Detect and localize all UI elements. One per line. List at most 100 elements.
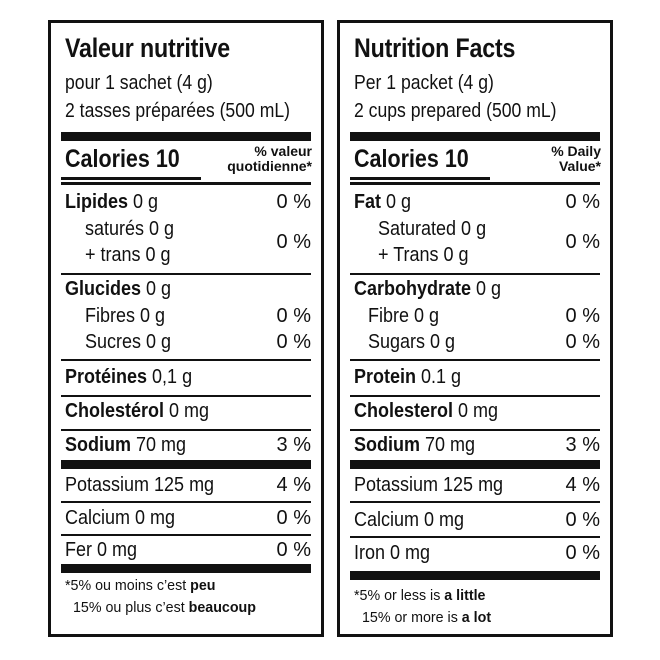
trans-row: + trans 0 g xyxy=(85,244,171,266)
daily-value-header-line2: Value* xyxy=(558,158,601,174)
sodium-row: Sodium 70 mg xyxy=(354,435,475,455)
divider xyxy=(61,273,311,275)
daily-value-header: % valeur quotidienne* xyxy=(227,144,312,174)
calcium-row: Calcium 0 mg xyxy=(354,509,465,531)
thick-divider xyxy=(350,132,600,141)
protein-row: Protéines 0,1 g xyxy=(65,367,192,387)
cholesterol-row: Cholestérol 0 mg xyxy=(65,401,209,421)
carbohydrate-amount: 0 g xyxy=(141,278,172,300)
divider xyxy=(350,182,600,185)
fat-percent: 0 % xyxy=(565,191,600,213)
carbohydrate-amount: 0 g xyxy=(471,278,502,300)
protein-label: Protein xyxy=(354,366,417,388)
iron-percent: 0 % xyxy=(276,539,311,561)
sodium-row: Sodium 70 mg xyxy=(65,435,186,455)
sugars-percent: 0 % xyxy=(565,331,600,353)
calories-underline xyxy=(61,177,201,180)
cholesterol-amount: 0 mg xyxy=(453,400,499,422)
saturated-row: saturés 0 g xyxy=(85,218,175,240)
daily-value-header-line2: quotidienne* xyxy=(227,158,312,174)
daily-value-header-line1: % Daily xyxy=(551,143,601,159)
fibre-percent: 0 % xyxy=(276,305,311,327)
footnote-line1: *5% or less is a little xyxy=(354,588,485,603)
sodium-label: Sodium xyxy=(354,434,421,456)
footnote-bold: peu xyxy=(190,577,216,594)
sodium-amount: 70 mg xyxy=(420,434,476,456)
iron-row: Iron 0 mg xyxy=(354,542,431,564)
protein-row: Protein 0.1 g xyxy=(354,367,461,387)
sodium-percent: 3 % xyxy=(565,434,600,456)
footnote-line2: 15% or more is a lot xyxy=(362,610,491,625)
divider xyxy=(61,182,311,185)
divider xyxy=(350,429,600,431)
carbohydrate-label: Carbohydrate xyxy=(354,278,472,300)
divider xyxy=(61,395,311,397)
calcium-percent: 0 % xyxy=(565,509,600,531)
sodium-label: Sodium xyxy=(65,434,132,456)
thick-divider xyxy=(61,564,311,573)
calories-underline xyxy=(350,177,490,180)
calories-label: Calories 10 xyxy=(354,145,469,173)
panel-title: Valeur nutritive xyxy=(65,33,231,63)
panel-title: Nutrition Facts xyxy=(354,33,516,63)
divider xyxy=(350,359,600,361)
cholesterol-label: Cholesterol xyxy=(354,400,454,422)
saturated-trans-percent: 0 % xyxy=(565,231,600,253)
footnote-bold: a little xyxy=(444,587,486,604)
fat-row: Lipides 0 g xyxy=(65,192,158,212)
calcium-percent: 0 % xyxy=(276,507,311,529)
fat-label: Lipides xyxy=(65,191,129,213)
serving-size: Per 1 packet (4 g) xyxy=(354,72,494,94)
serving-prepared: 2 cups prepared (500 mL) xyxy=(354,100,557,122)
cholesterol-row: Cholesterol 0 mg xyxy=(354,401,498,421)
protein-amount: 0.1 g xyxy=(416,366,462,388)
trans-row: + Trans 0 g xyxy=(378,244,469,266)
divider xyxy=(350,536,600,538)
nutrition-panel-english: Nutrition Facts Per 1 packet (4 g) 2 cup… xyxy=(337,20,613,637)
footnote-text: 15% or more is xyxy=(362,609,462,626)
fat-label: Fat xyxy=(354,191,381,213)
saturated-row: Saturated 0 g xyxy=(378,218,487,240)
serving-size: pour 1 sachet (4 g) xyxy=(65,72,213,94)
divider xyxy=(350,501,600,503)
divider xyxy=(61,501,311,503)
potassium-row: Potassium 125 mg xyxy=(354,474,504,496)
thick-divider xyxy=(61,460,311,469)
carbohydrate-row: Carbohydrate 0 g xyxy=(354,279,501,299)
fibre-row: Fibres 0 g xyxy=(85,305,166,327)
carbohydrate-label: Glucides xyxy=(65,278,142,300)
divider xyxy=(61,429,311,431)
potassium-percent: 4 % xyxy=(565,474,600,496)
fibre-percent: 0 % xyxy=(565,305,600,327)
cholesterol-amount: 0 mg xyxy=(164,400,210,422)
sugars-percent: 0 % xyxy=(276,331,311,353)
divider xyxy=(350,273,600,275)
footnote-line1: *5% ou moins c’est peu xyxy=(65,578,215,593)
sugars-row: Sugars 0 g xyxy=(368,331,456,353)
footnote-text: *5% ou moins c’est xyxy=(65,577,191,594)
thick-divider xyxy=(350,571,600,580)
divider xyxy=(61,359,311,361)
footnote-bold: beaucoup xyxy=(188,599,256,616)
potassium-percent: 4 % xyxy=(276,474,311,496)
iron-row: Fer 0 mg xyxy=(65,539,138,561)
iron-percent: 0 % xyxy=(565,542,600,564)
footnote-bold: a lot xyxy=(461,609,492,626)
saturated-trans-percent: 0 % xyxy=(276,231,311,253)
sodium-percent: 3 % xyxy=(276,434,311,456)
daily-value-header: % Daily Value* xyxy=(551,144,601,174)
divider xyxy=(61,534,311,536)
fat-amount: 0 g xyxy=(381,191,412,213)
fat-percent: 0 % xyxy=(276,191,311,213)
divider xyxy=(350,395,600,397)
carbohydrate-row: Glucides 0 g xyxy=(65,279,171,299)
fat-amount: 0 g xyxy=(128,191,159,213)
sodium-amount: 70 mg xyxy=(131,434,187,456)
protein-amount: 0,1 g xyxy=(147,366,193,388)
potassium-row: Potassium 125 mg xyxy=(65,474,215,496)
daily-value-header-line1: % valeur xyxy=(254,143,312,159)
thick-divider xyxy=(61,132,311,141)
fat-row: Fat 0 g xyxy=(354,192,411,212)
calcium-row: Calcium 0 mg xyxy=(65,507,176,529)
footnote-line2: 15% ou plus c’est beaucoup xyxy=(73,600,256,615)
